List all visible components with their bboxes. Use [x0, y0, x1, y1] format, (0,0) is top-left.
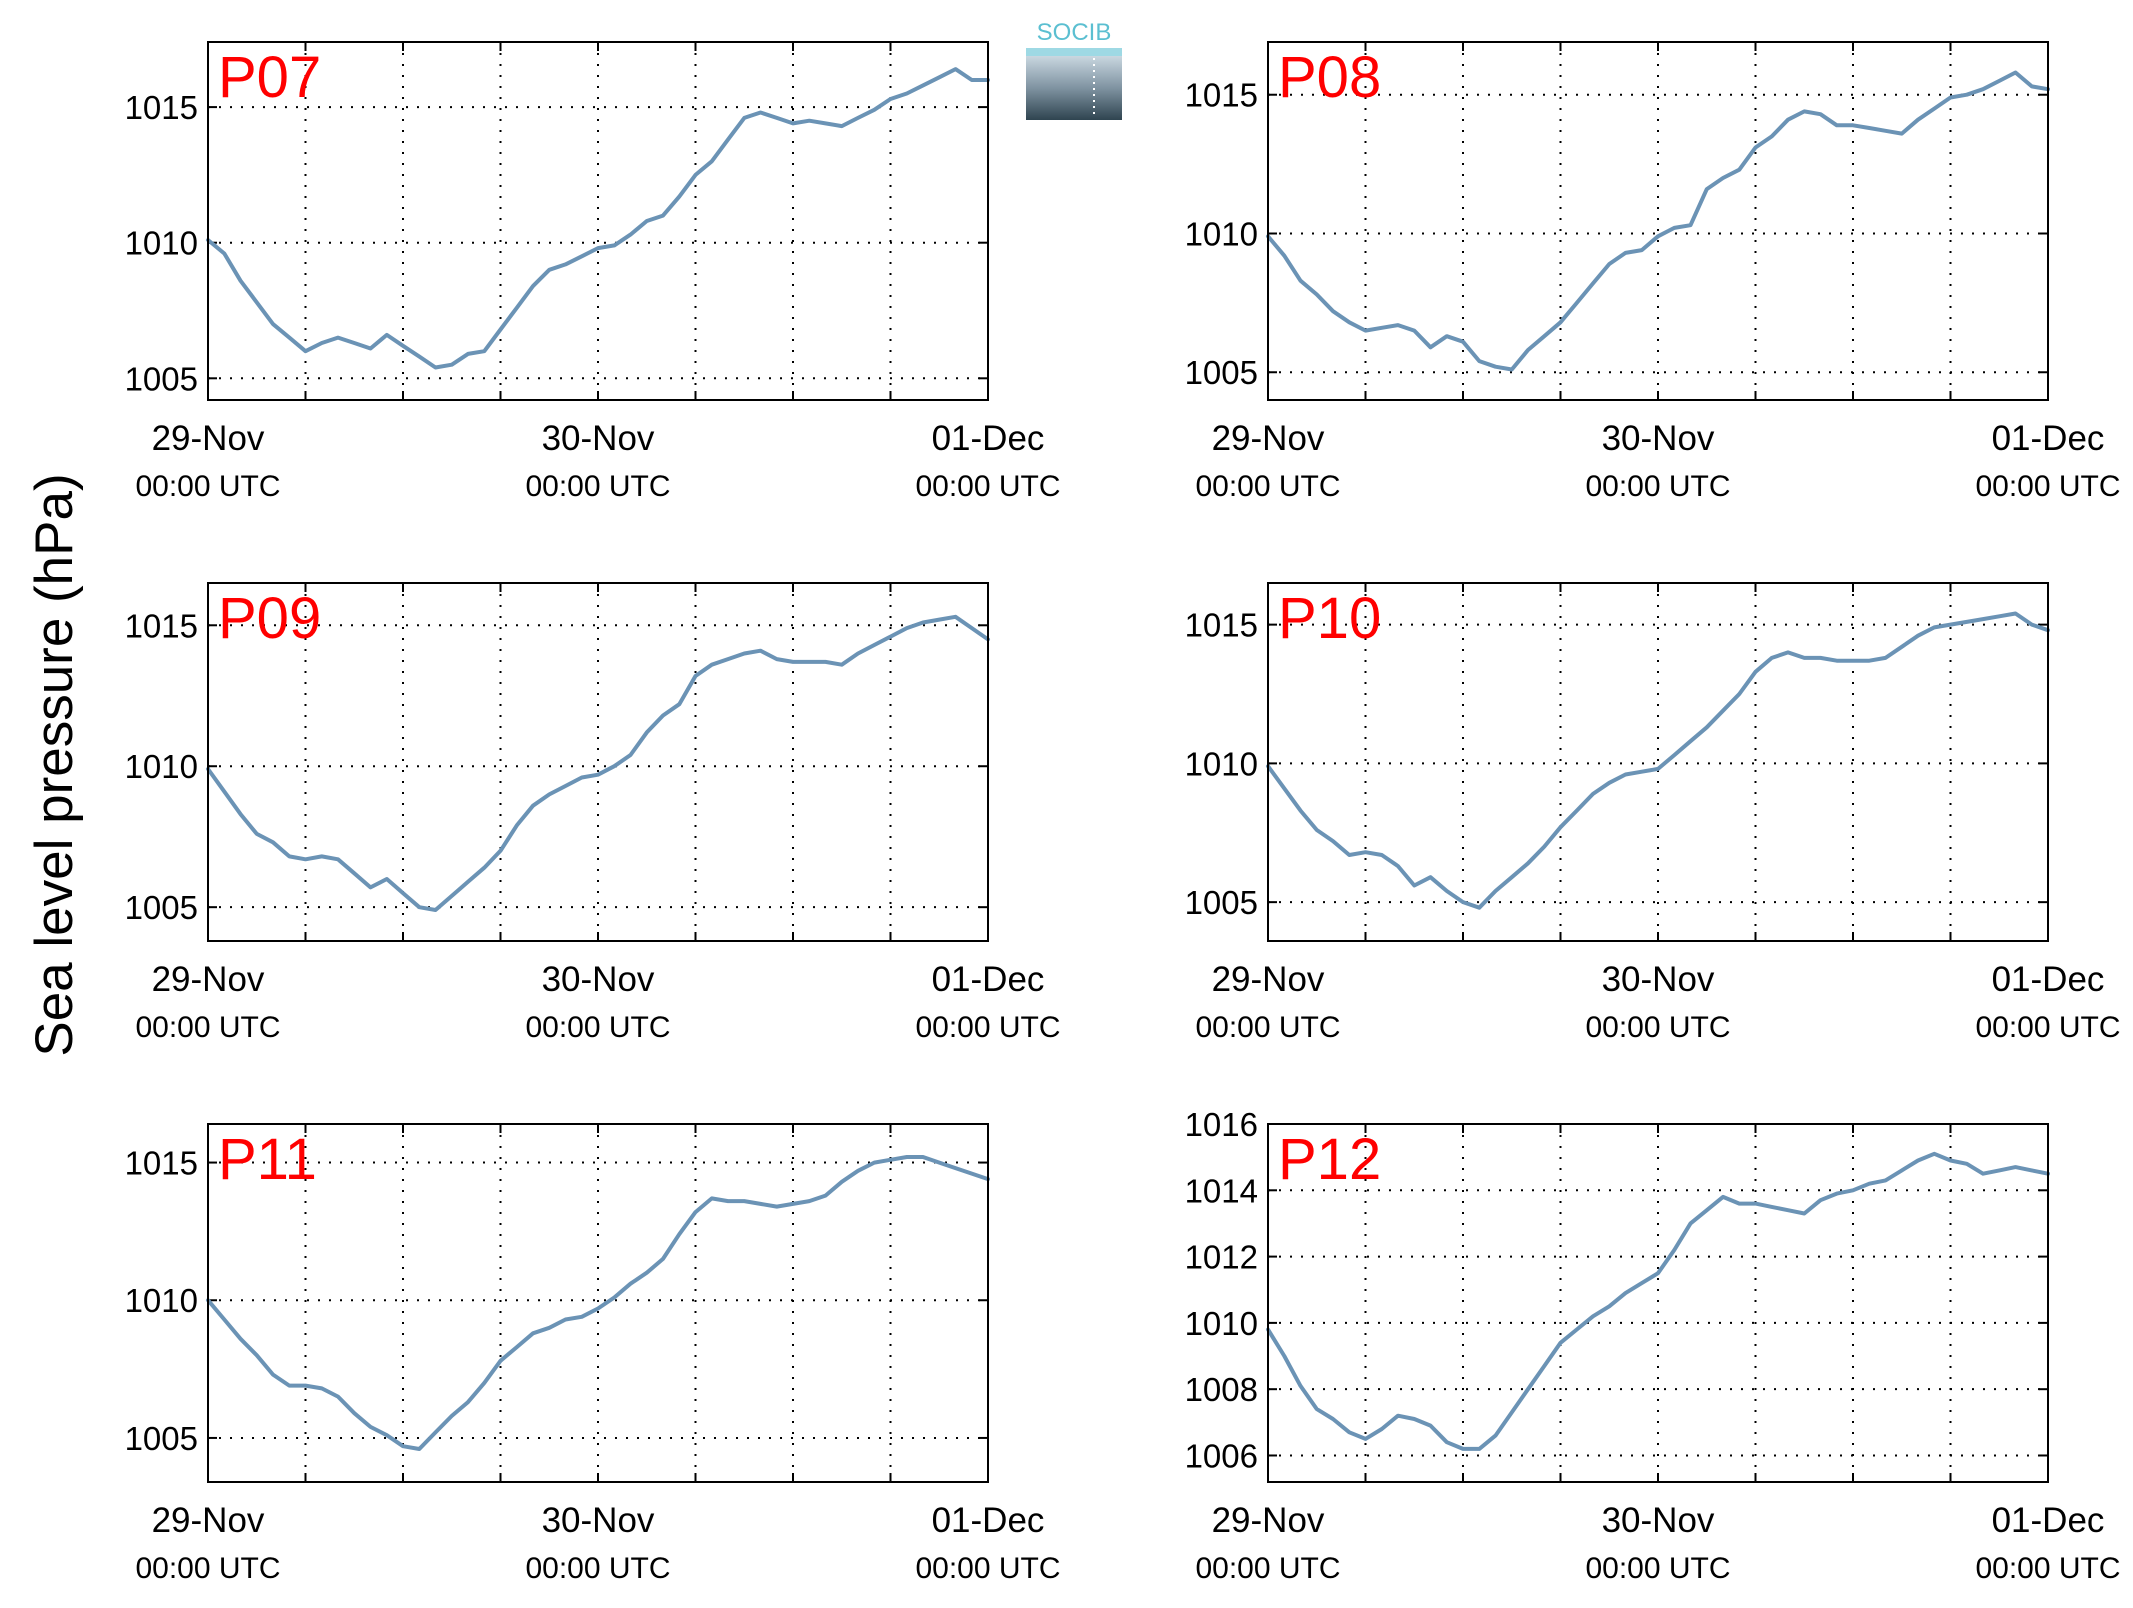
y-tick-label: 1005 [125, 360, 198, 397]
axes-frame [207, 41, 989, 401]
panel-label: P09 [218, 586, 321, 651]
x-tick-label: 30-Nov [1602, 419, 1715, 458]
y-tick-label: 1015 [125, 1145, 198, 1182]
x-tick-sublabel: 00:00 UTC [525, 1011, 670, 1044]
y-tick-label: 1010 [1185, 745, 1258, 782]
y-tick-label: 1006 [1185, 1437, 1258, 1474]
x-tick-sublabel: 00:00 UTC [135, 470, 280, 503]
axes-frame [1267, 1123, 2049, 1483]
x-tick-sublabel: 00:00 UTC [1195, 1011, 1340, 1044]
x-tick-label: 01-Dec [1992, 960, 2105, 999]
x-tick-sublabel: 00:00 UTC [915, 470, 1060, 503]
series-line-p07 [206, 67, 990, 370]
y-tick-label: 1008 [1185, 1371, 1258, 1408]
chart-panel-p07: 1005 1010 1015 P07 29-Nov 00:00 UTC 30-Nov 00:0… [125, 41, 1061, 503]
panel-label: P08 [1278, 45, 1381, 110]
y-tick-label: 1014 [1185, 1172, 1258, 1209]
panel-label: P10 [1278, 586, 1381, 651]
x-tick-sublabel: 00:00 UTC [1195, 470, 1340, 503]
x-tick-sublabel: 00:00 UTC [135, 1011, 280, 1044]
series-line-p08 [1266, 70, 2050, 372]
x-tick-label: 01-Dec [932, 1501, 1045, 1540]
panel-label: P11 [218, 1127, 317, 1192]
x-tick-label: 29-Nov [1212, 1501, 1325, 1540]
y-tick-label: 1010 [1185, 1305, 1258, 1342]
x-tick-sublabel: 00:00 UTC [915, 1552, 1060, 1585]
x-tick-label: 30-Nov [542, 1501, 655, 1540]
panel-label: P07 [218, 45, 321, 110]
y-tick-label: 1015 [1185, 607, 1258, 644]
x-tick-sublabel: 00:00 UTC [1195, 1552, 1340, 1585]
x-tick-sublabel: 00:00 UTC [1975, 1011, 2120, 1044]
y-tick-label: 1005 [1185, 884, 1258, 921]
chart-panel-p08: 1005 1010 1015 P08 29-Nov 00:00 UTC 30-Nov 00:0… [1185, 41, 2121, 503]
x-tick-sublabel: 00:00 UTC [1585, 1552, 1730, 1585]
x-tick-label: 29-Nov [152, 419, 265, 458]
y-tick-label: 1010 [125, 1282, 198, 1319]
chart-panel-p12: 1006 1008 1010 1012 1014 1016 P12 29-Nov 00:00 U… [1185, 1106, 2121, 1585]
y-tick-label: 1015 [1185, 77, 1258, 114]
y-tick-label: 1015 [125, 89, 198, 126]
series-line-p11 [206, 1155, 990, 1451]
chart-panel-p10: 1005 1010 1015 P10 29-Nov 00:00 UTC 30-Nov 00:0… [1185, 582, 2121, 1044]
y-tick-label: 1005 [125, 1420, 198, 1457]
chart-panel-p11: 1005 1010 1015 P11 29-Nov 00:00 UTC 30-Nov 00:0… [125, 1123, 1061, 1585]
chart-panel-p09: 1005 1010 1015 P09 29-Nov 00:00 UTC 30-Nov 00:0… [125, 582, 1061, 1044]
y-tick-label: 1015 [125, 607, 198, 644]
x-tick-sublabel: 00:00 UTC [1585, 1011, 1730, 1044]
y-tick-label: 1016 [1185, 1106, 1258, 1143]
x-tick-label: 30-Nov [542, 960, 655, 999]
x-tick-sublabel: 00:00 UTC [135, 1552, 280, 1585]
x-tick-sublabel: 00:00 UTC [1975, 470, 2120, 503]
logo-text: SOCIB [1037, 19, 1112, 46]
x-tick-label: 01-Dec [932, 419, 1045, 458]
series-line-p10 [1266, 611, 2050, 910]
x-tick-label: 29-Nov [152, 1501, 265, 1540]
x-tick-label: 01-Dec [1992, 1501, 2105, 1540]
x-tick-label: 29-Nov [1212, 419, 1325, 458]
x-tick-label: 30-Nov [542, 419, 655, 458]
axes-frame [207, 582, 989, 942]
axes-frame [207, 1123, 989, 1483]
y-tick-label: 1010 [125, 225, 198, 262]
y-tick-label: 1005 [1185, 354, 1258, 391]
socib-logo: SOCIB [1026, 19, 1122, 120]
axes-frame [1267, 582, 2049, 942]
x-tick-sublabel: 00:00 UTC [1585, 470, 1730, 503]
y-tick-label: 1010 [125, 748, 198, 785]
x-tick-label: 29-Nov [152, 960, 265, 999]
x-tick-label: 01-Dec [932, 960, 1045, 999]
x-tick-label: 30-Nov [1602, 960, 1715, 999]
y-tick-label: 1012 [1185, 1239, 1258, 1276]
x-tick-label: 01-Dec [1992, 419, 2105, 458]
x-tick-sublabel: 00:00 UTC [525, 470, 670, 503]
x-tick-sublabel: 00:00 UTC [1975, 1552, 2120, 1585]
panel-label: P12 [1278, 1127, 1381, 1192]
y-tick-label: 1010 [1185, 215, 1258, 252]
y-tick-label: 1005 [125, 889, 198, 926]
x-tick-label: 29-Nov [1212, 960, 1325, 999]
series-line-p12 [1266, 1151, 2050, 1451]
x-tick-sublabel: 00:00 UTC [915, 1011, 1060, 1044]
axes-frame [1267, 41, 2049, 401]
x-tick-sublabel: 00:00 UTC [525, 1552, 670, 1585]
x-tick-label: 30-Nov [1602, 1501, 1715, 1540]
series-line-p09 [206, 614, 990, 912]
